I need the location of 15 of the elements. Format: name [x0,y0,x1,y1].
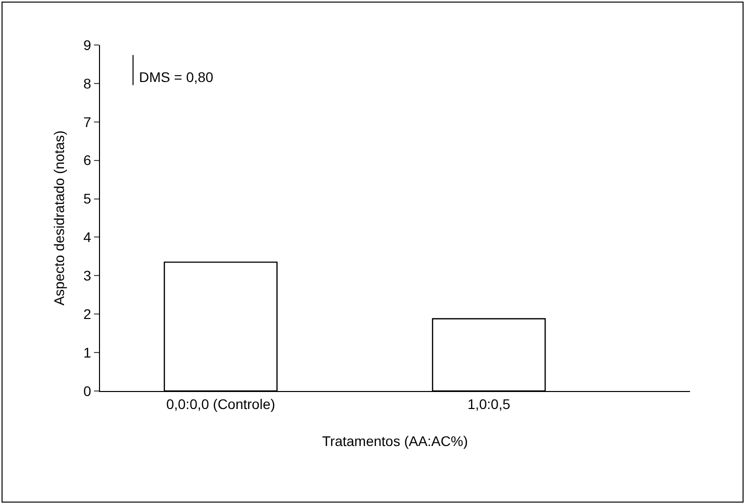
y-tick-label: 3 [83,268,92,284]
y-tick-label: 4 [83,229,92,246]
y-tick-label: 6 [83,152,92,168]
y-tick-label: 7 [83,114,92,130]
y-tick-label: 0 [83,382,92,399]
annotation: DMS = 0,80 [139,69,214,85]
x-tick-label: 0,0:0,0 (Controle) [166,396,276,412]
y-tick-label: 9 [83,36,92,53]
y-tick-label: 8 [83,75,92,92]
y-tick-label: 2 [83,306,92,322]
x-axis-title: Tratamentos (AA:AC%) [322,433,468,450]
x-tick-label: 1,0:0,5 [467,396,510,412]
y-axis-title: Aspecto desidratado (notas) [51,130,68,306]
y-tick-label: 5 [83,190,92,207]
y-tick-label: 1 [83,344,92,360]
